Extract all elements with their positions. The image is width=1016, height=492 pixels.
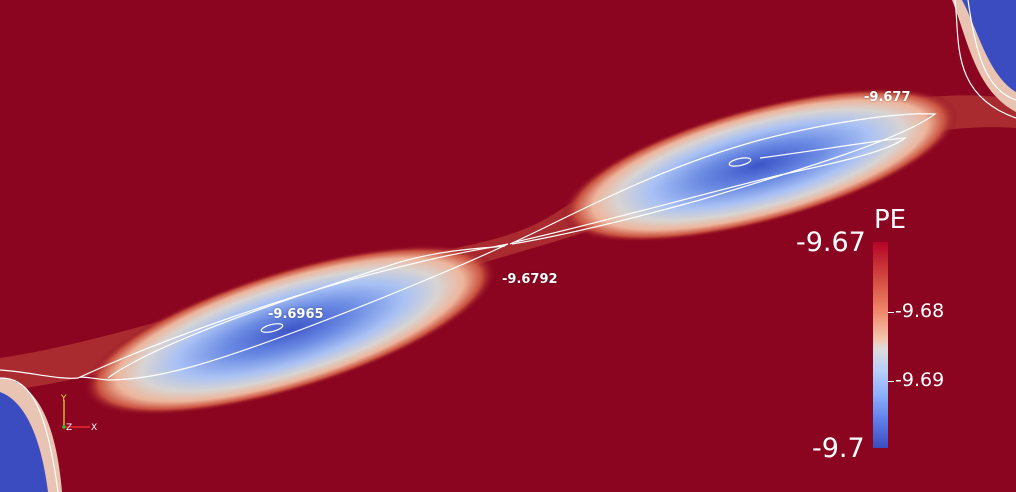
orientation-axes: X Y Z <box>60 394 97 433</box>
colorbar-mid-label: -9.69 <box>895 369 945 391</box>
z-axis-dot <box>62 425 66 429</box>
contour-label: -9.6792 <box>502 272 558 287</box>
z-axis-label: Z <box>66 423 72 433</box>
corner-well-bottom-left <box>0 378 62 492</box>
contour-label: -9.677 <box>864 90 911 105</box>
colorbar-mid-label: -9.68 <box>895 300 945 322</box>
x-axis-label: X <box>91 423 97 433</box>
corner-well-top-right <box>952 0 1016 112</box>
y-axis-label: Y <box>60 394 67 404</box>
colorbar-tick <box>888 312 894 313</box>
colorbar-max-label: -9.67 <box>796 227 866 258</box>
colorbar-tick <box>888 381 894 382</box>
contour-label: -9.6965 <box>268 307 324 322</box>
colorbar-title: PE <box>874 205 907 235</box>
colorbar-min-label: -9.7 <box>812 433 865 464</box>
colorbar[interactable] <box>873 242 888 448</box>
potential-well-left <box>83 244 497 416</box>
potential-well-right <box>561 87 959 243</box>
